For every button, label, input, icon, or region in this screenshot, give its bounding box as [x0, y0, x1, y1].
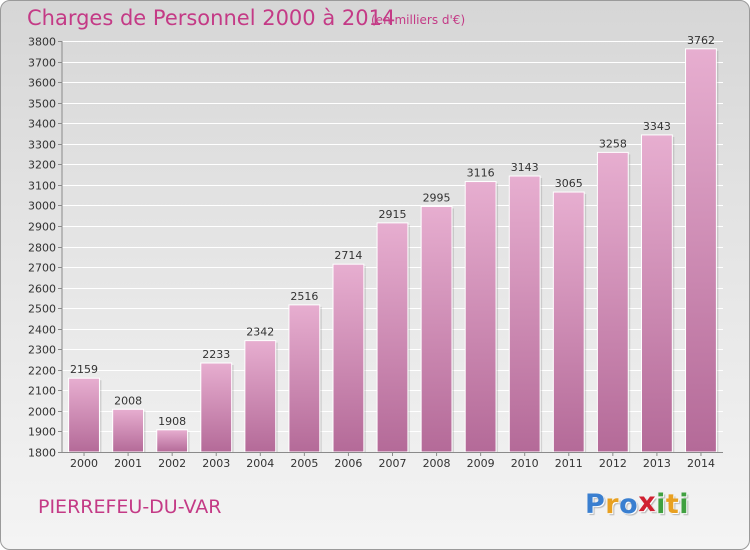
bar-2010	[508, 175, 541, 453]
bar-2002	[156, 429, 189, 453]
bar-2009	[464, 181, 497, 453]
y-tick-label: 3800	[28, 36, 56, 49]
x-tick-label: 2013	[643, 457, 671, 470]
x-tick-label: 2006	[334, 457, 362, 470]
x-tick-label: 2012	[599, 457, 627, 470]
x-tick-label: 2005	[290, 457, 318, 470]
x-tick-label: 2014	[687, 457, 715, 470]
y-tick-label: 2800	[28, 242, 56, 255]
brand-letter: i	[656, 489, 666, 520]
y-tick-label: 1900	[28, 426, 56, 439]
y-tick-label: 2900	[28, 221, 56, 234]
commune-name: PIERREFEU-DU-VAR	[38, 496, 222, 518]
x-tick-label: 2001	[114, 457, 142, 470]
bar-2005	[288, 304, 321, 453]
x-tick-label: 2000	[70, 457, 98, 470]
y-tick-label: 2100	[28, 385, 56, 398]
y-tick-label: 3000	[28, 200, 56, 213]
data-label: 2159	[70, 363, 98, 376]
bar-2013	[640, 134, 673, 453]
y-tick-label: 3200	[28, 159, 56, 172]
x-tick-label: 2009	[467, 457, 495, 470]
data-label: 3143	[511, 161, 539, 174]
proxiti-logo: Proxiti	[585, 487, 690, 520]
brand-letter: r	[605, 489, 620, 520]
y-tick-label: 1800	[28, 447, 56, 460]
y-axis-ticks: 1800 1900 2000 2100 2200 2300 2400 2500 2600 2700…	[28, 36, 62, 460]
data-label: 2516	[290, 290, 318, 303]
y-tick-label: 3100	[28, 180, 56, 193]
x-tick-label: 2002	[158, 457, 186, 470]
data-label: 3116	[467, 167, 495, 180]
bar-2007	[376, 222, 409, 453]
bar-2012	[596, 151, 629, 453]
bar-2011	[552, 191, 585, 453]
data-label: 3762	[687, 34, 715, 47]
bar-2004	[244, 340, 277, 453]
data-label: 2342	[246, 326, 274, 339]
x-tick-label: 2011	[555, 457, 583, 470]
chart-subtitle: (en milliers d'€)	[371, 13, 466, 27]
x-tick-label: 2004	[246, 457, 274, 470]
bar-2006	[332, 263, 365, 453]
data-label: 1908	[158, 415, 186, 428]
x-tick-label: 2010	[511, 457, 539, 470]
y-tick-label: 2400	[28, 324, 56, 337]
data-label: 3065	[555, 177, 583, 190]
y-tick-label: 3600	[28, 77, 56, 90]
y-tick-label: 3300	[28, 139, 56, 152]
y-tick-label: 2600	[28, 283, 56, 296]
y-tick-label: 2300	[28, 344, 56, 357]
y-tick-label: 3400	[28, 118, 56, 131]
brand-letter: P	[585, 489, 606, 520]
y-tick-label: 2000	[28, 406, 56, 419]
data-label: 2008	[114, 394, 142, 407]
bar-2001	[112, 408, 145, 453]
data-label: 2233	[202, 348, 230, 361]
bar-2000	[68, 377, 100, 453]
x-tick-label: 2007	[379, 457, 407, 470]
data-label: 2915	[379, 208, 407, 221]
y-tick-label: 2500	[28, 303, 56, 316]
y-tick-label: 2200	[28, 365, 56, 378]
x-axis-ticks: 2000 2001 2002 2003 2004 2005 2006 2007 2008 2009…	[70, 452, 715, 470]
data-label: 3343	[643, 120, 671, 133]
brand-letter: x	[638, 487, 657, 518]
bar-2003	[200, 362, 233, 453]
data-label: 2714	[334, 249, 362, 262]
y-tick-label: 3500	[28, 98, 56, 111]
bar-2014	[685, 48, 717, 453]
data-label: 3258	[599, 137, 627, 150]
data-labels: 2159 2008 1908 2233 2342 2516 2714 2915 2995 3116…	[70, 34, 715, 428]
brand-letter: t	[665, 489, 680, 520]
brand-letter: i	[679, 489, 690, 520]
y-tick-label: 2700	[28, 262, 56, 275]
data-label: 2995	[423, 191, 451, 204]
brand-letter: o	[619, 489, 639, 520]
y-tick-label: 3700	[28, 57, 56, 70]
bar-2008	[420, 205, 453, 453]
x-tick-label: 2003	[202, 457, 230, 470]
x-tick-label: 2008	[423, 457, 451, 470]
chart-title: Charges de Personnel 2000 à 2014	[27, 6, 396, 30]
bars	[68, 48, 719, 453]
